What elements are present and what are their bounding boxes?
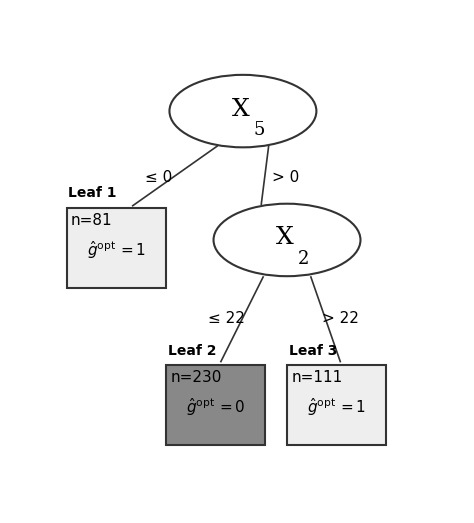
Text: 5: 5 — [254, 121, 265, 139]
FancyBboxPatch shape — [66, 208, 166, 288]
Text: Leaf 1: Leaf 1 — [68, 187, 117, 200]
Text: ≤ 0: ≤ 0 — [145, 170, 172, 185]
Text: n=111: n=111 — [292, 370, 343, 384]
Text: > 22: > 22 — [322, 311, 359, 326]
FancyBboxPatch shape — [166, 365, 265, 446]
Text: $\hat{g}^{\mathrm{opt}}$$\,= $0: $\hat{g}^{\mathrm{opt}}$$\,= $0 — [186, 396, 245, 418]
Text: $\hat{g}^{\mathrm{opt}}$$\,= $1: $\hat{g}^{\mathrm{opt}}$$\,= $1 — [87, 239, 146, 261]
Text: X: X — [276, 226, 294, 249]
Text: > 0: > 0 — [272, 170, 299, 185]
Text: Leaf 2: Leaf 2 — [168, 344, 216, 358]
Text: n=81: n=81 — [71, 212, 113, 228]
Ellipse shape — [213, 203, 360, 276]
Text: ≤ 22: ≤ 22 — [208, 311, 245, 326]
Ellipse shape — [169, 75, 317, 147]
FancyBboxPatch shape — [287, 365, 386, 446]
Text: $\hat{g}^{\mathrm{opt}}$$\,= $1: $\hat{g}^{\mathrm{opt}}$$\,= $1 — [307, 396, 366, 418]
Text: 2: 2 — [298, 250, 309, 268]
Text: Leaf 3: Leaf 3 — [289, 344, 337, 358]
Text: n=230: n=230 — [170, 370, 221, 384]
Text: X: X — [232, 98, 250, 121]
